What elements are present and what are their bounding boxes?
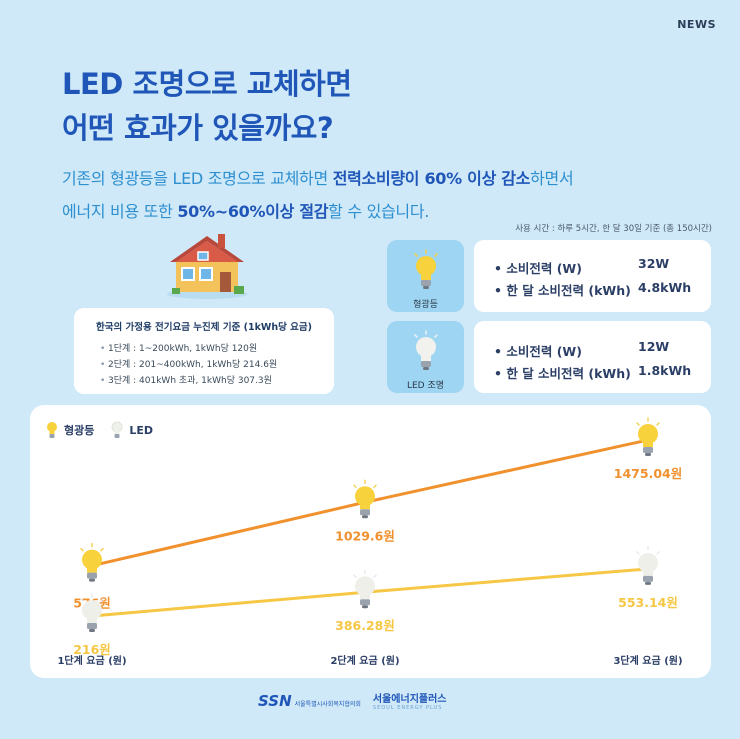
yellow-bulb-icon [413,249,438,289]
desc-highlight: 50%~60%이상 절감 [177,202,329,221]
chart-legend: 형광등 LED [45,421,163,439]
desc-text: 기존의 형광등을 LED 조명으로 교체하면 [62,169,333,188]
power-label: 소비전력 (W) [494,344,582,359]
tariff-item: 3단계 : 401kWh 초과, 1kWh당 307.3원 [100,373,334,389]
data-point-bulb-icon [636,546,660,585]
monthly-value: 4.8kWh [638,280,692,295]
data-point-bulb-icon [80,542,104,582]
legend-yellow-bulb-icon [47,422,57,438]
led-badge: LED 조명 [387,321,464,393]
monthly-value: 1.8kWh [638,363,692,378]
usage-note: 사용 시간 : 하루 5시간, 한 달 30일 기준 (총 150시간) [515,224,712,234]
monthly-label: 한 달 소비전력 (kWh) [494,283,631,298]
title-line-1: LED 조명으로 교체하면 [62,67,352,101]
partner-logo-text: 서울에너지플러스 [372,694,447,705]
news-tag: NEWS [677,18,716,31]
data-point-bulb-icon [353,569,377,609]
fluorescent-power-row: 소비전력 (W) 32W [494,256,669,277]
power-value: 12W [638,339,670,354]
led-label: LED 조명 [406,381,445,391]
desc-highlight: 전력소비량이 60% 이상 감소 [332,169,531,188]
house-icon [167,234,247,299]
desc-text: 에너지 비용 또한 [62,202,178,221]
tariff-list: 1단계 : 1~200kWh, 1kWh당 120원 2단계 : 201~400… [100,341,334,389]
white-bulb-icon [413,330,438,370]
led-info: 소비전력 (W) 12W 한 달 소비전력 (kWh) 1.8kWh [474,321,711,393]
legend-white-bulb-icon [111,421,123,438]
tariff-card: 한국의 가정용 전기요금 누진제 기준 (1kWh당 요금) 1단계 : 1~2… [74,308,334,394]
data-point-bulb-icon [636,417,660,456]
description: 기존의 형광등을 LED 조명으로 교체하면 전력소비량이 60% 이상 감소하… [62,162,574,228]
led-power-row: 소비전력 (W) 12W [494,339,669,360]
ssn-logo: SSN 서울특별시사회복지협의회 [258,691,361,710]
page-title: LED 조명으로 교체하면 어떤 효과가 있을까요? [62,62,352,150]
legend-label: 형광등 [64,424,95,437]
title-line-2: 어떤 효과가 있을까요? [62,111,334,145]
fluorescent-monthly-row: 한 달 소비전력 (kWh) 4.8kWh [494,280,691,299]
tariff-item: 2단계 : 201~400kWh, 1kWh당 214.6원 [100,357,334,373]
legend-item-led: LED [110,421,153,439]
fluorescent-badge: 형광등 [387,240,464,312]
desc-line-2: 에너지 비용 또한 50%~60%이상 절감할 수 있습니다. [62,195,573,228]
footer: SSN 서울특별시사회복지협의회 서울에너지플러스 SEOUL ENERGY PL… [258,690,447,711]
partner-logo-sub: SEOUL ENERGY PLUS [372,705,443,711]
monthly-label: 한 달 소비전력 (kWh) [494,366,631,381]
desc-text: 하면서 [530,169,574,188]
data-label: 1029.6원 [335,528,395,543]
data-label: 216원 [73,642,111,657]
x-tick-label: 1단계 요금 (원) [57,654,126,667]
legend-item-fluorescent: 형광등 [45,421,94,439]
tariff-item: 1단계 : 1~200kWh, 1kWh당 120원 [100,341,334,357]
data-point-bulb-icon [80,593,104,632]
x-tick-label: 3단계 요금 (원) [613,654,682,667]
led-monthly-row: 한 달 소비전력 (kWh) 1.8kWh [494,363,691,382]
ssn-logo-sub: 서울특별시사회복지협의회 [294,701,361,708]
data-label: 1475.04원 [614,466,682,481]
tariff-title: 한국의 가정용 전기요금 누진제 기준 (1kWh당 요금) [95,322,313,333]
desc-line-1: 기존의 형광등을 LED 조명으로 교체하면 전력소비량이 60% 이상 감소하… [62,162,574,195]
power-label: 소비전력 (W) [494,261,582,276]
desc-text: 할 수 있습니다. [328,202,430,221]
ssn-logo-text: SSN [258,692,292,710]
partner-logo: 서울에너지플러스 SEOUL ENERGY PLUS [373,690,447,711]
data-label: 386.28원 [335,618,395,633]
fluorescent-label: 형광등 [413,300,438,310]
data-label: 553.14원 [618,595,678,610]
fluorescent-info: 소비전력 (W) 32W 한 달 소비전력 (kWh) 4.8kWh [474,240,711,312]
legend-label: LED [129,423,154,437]
x-tick-label: 2단계 요금 (원) [330,654,399,667]
data-point-bulb-icon [353,479,377,519]
power-value: 32W [638,256,670,271]
